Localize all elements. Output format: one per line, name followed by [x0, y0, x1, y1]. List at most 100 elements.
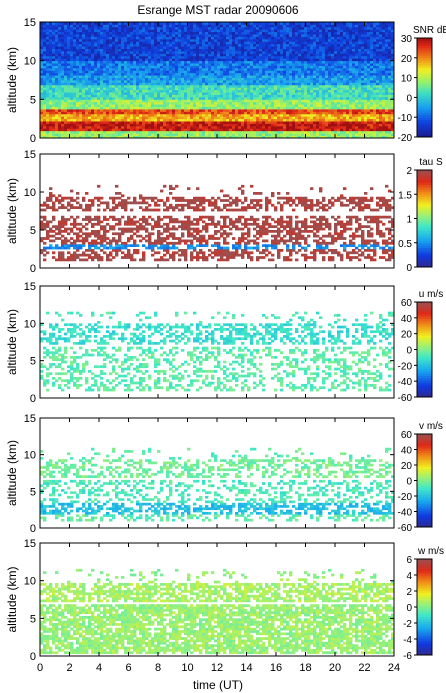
heatmap-cell [139, 72, 143, 76]
heatmap-cell [127, 104, 131, 107]
heatmap-cell [112, 128, 116, 132]
heatmap-cell [202, 113, 206, 117]
heatmap-cell [328, 111, 332, 115]
heatmap-cell [286, 89, 290, 93]
heatmap-cell [82, 113, 86, 117]
heatmap-cell [358, 41, 362, 45]
heatmap-cell [43, 55, 47, 59]
heatmap-cell [115, 34, 119, 37]
heatmap-cell [235, 106, 239, 110]
heatmap-cell [70, 72, 74, 76]
heatmap-cell [337, 43, 341, 47]
heatmap-cell [199, 55, 203, 59]
heatmap-cell [133, 36, 137, 40]
heatmap-cell [46, 82, 50, 86]
heatmap-cell [277, 106, 281, 110]
heatmap-cell [169, 121, 173, 124]
heatmap-cell [289, 92, 293, 95]
heatmap-cell [70, 75, 74, 78]
heatmap-cell [91, 46, 95, 49]
heatmap-cell [247, 116, 251, 120]
heatmap-cell [343, 101, 347, 105]
heatmap-cell [334, 65, 338, 69]
heatmap-cell [238, 87, 242, 91]
heatmap-cell [238, 65, 242, 69]
heatmap-cell [310, 130, 314, 134]
heatmap-cell [193, 99, 197, 103]
heatmap-cell [301, 104, 305, 107]
heatmap-cell [274, 94, 278, 98]
heatmap-cell [274, 58, 278, 62]
heatmap-cell [229, 116, 233, 120]
heatmap-cell [160, 53, 164, 57]
heatmap-cell [172, 101, 176, 105]
heatmap-cell [361, 96, 365, 100]
heatmap-cell [46, 46, 50, 49]
heatmap-cell [52, 96, 56, 100]
heatmap-cell [136, 60, 140, 64]
heatmap-cell [163, 41, 167, 45]
heatmap-cell [268, 101, 272, 105]
heatmap-cell [352, 135, 356, 139]
heatmap-cell [352, 58, 356, 62]
heatmap-cell [241, 128, 245, 132]
heatmap-cell [94, 96, 98, 100]
heatmap-cell [94, 60, 98, 64]
heatmap-cell [58, 36, 62, 40]
heatmap-cell [301, 116, 305, 120]
heatmap-cell [61, 135, 65, 139]
heatmap-cell [133, 106, 137, 110]
heatmap-cell [271, 72, 275, 76]
heatmap-cell [199, 70, 203, 74]
heatmap-cell [319, 123, 323, 127]
heatmap-cell [205, 109, 209, 112]
heatmap-cell [124, 118, 128, 122]
heatmap-cell [139, 58, 143, 62]
heatmap-cell [310, 135, 314, 139]
heatmap-cell [223, 99, 227, 103]
heatmap-cell [334, 72, 338, 76]
heatmap-cell [346, 104, 350, 107]
heatmap-cell [193, 80, 197, 83]
heatmap-cell [112, 46, 116, 49]
heatmap-cell [286, 128, 290, 132]
heatmap-cell [361, 109, 365, 112]
heatmap-cell [193, 101, 197, 105]
heatmap-cell [172, 65, 176, 69]
heatmap-cell [385, 63, 389, 66]
heatmap-cell [58, 106, 62, 110]
heatmap-cell [286, 80, 290, 83]
heatmap-cell [253, 101, 257, 105]
heatmap-cell [391, 123, 395, 127]
heatmap-cell [127, 65, 131, 69]
heatmap-cell [43, 36, 47, 40]
heatmap-cell [82, 96, 86, 100]
heatmap-cell [376, 53, 380, 57]
heatmap-cell [355, 92, 359, 95]
heatmap-cell [313, 53, 317, 57]
heatmap-cell [139, 111, 143, 115]
heatmap-cell [109, 94, 113, 98]
heatmap-cell [235, 48, 239, 52]
heatmap-cell [88, 36, 92, 40]
heatmap-cell [166, 75, 170, 78]
heatmap-cell [64, 104, 68, 107]
heatmap-cell [43, 130, 47, 134]
heatmap-cell [109, 104, 113, 107]
heatmap-cell [214, 51, 218, 54]
heatmap-cell [385, 46, 389, 49]
heatmap-cell [55, 135, 59, 139]
heatmap-cell [208, 51, 212, 54]
heatmap-cell [67, 72, 71, 76]
heatmap-cell [214, 104, 218, 107]
heatmap-cell [46, 58, 50, 62]
heatmap-cell [208, 94, 212, 98]
heatmap-cell [334, 89, 338, 93]
heatmap-cell [340, 106, 344, 110]
heatmap-cell [118, 48, 122, 52]
heatmap-cell [373, 104, 377, 107]
heatmap-cell [346, 53, 350, 57]
heatmap-cell [298, 38, 302, 42]
heatmap-cell [238, 89, 242, 93]
heatmap-cell [160, 41, 164, 45]
